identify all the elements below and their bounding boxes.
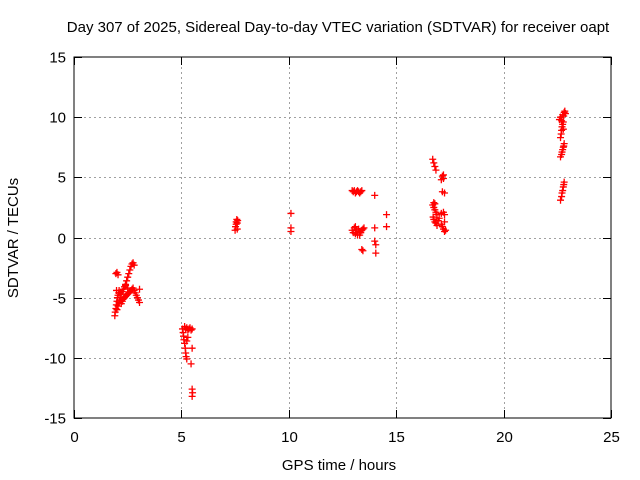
data-point-plus bbox=[187, 360, 195, 368]
data-point-plus bbox=[187, 326, 195, 334]
data-point-plus bbox=[188, 344, 196, 352]
y-tick-label: 15 bbox=[49, 50, 66, 67]
data-point-plus bbox=[559, 125, 567, 133]
data-point-plus bbox=[383, 223, 391, 231]
data-point-plus bbox=[383, 211, 391, 219]
data-point-plus bbox=[430, 199, 438, 207]
data-point-plus bbox=[371, 191, 379, 199]
y-axis-label: SDTVAR / TECUs bbox=[5, 178, 22, 298]
data-point-plus bbox=[136, 285, 144, 293]
data-point-plus bbox=[441, 189, 449, 197]
data-point-plus bbox=[371, 237, 379, 245]
data-point-plus bbox=[560, 140, 568, 148]
data-point-plus bbox=[188, 392, 196, 400]
data-point-plus bbox=[287, 209, 295, 217]
data-point-plus bbox=[233, 225, 241, 233]
data-point-plus bbox=[126, 266, 134, 274]
x-tick-label: 20 bbox=[496, 429, 513, 446]
data-point-plus bbox=[441, 227, 449, 235]
data-point-plus bbox=[183, 337, 191, 345]
data-point-plus bbox=[359, 247, 367, 255]
data-point-plus bbox=[124, 284, 132, 292]
data-point-plus bbox=[359, 225, 367, 233]
data-point-plus bbox=[358, 187, 366, 195]
x-axis-label: GPS time / hours bbox=[282, 457, 396, 474]
data-point-plus bbox=[113, 286, 121, 294]
data-point-plus bbox=[130, 261, 138, 269]
data-point-plus bbox=[431, 200, 439, 208]
chart-title: Day 307 of 2025, Sidereal Day-to-day VTE… bbox=[67, 19, 610, 36]
x-tick-label: 15 bbox=[388, 429, 405, 446]
data-point-plus bbox=[371, 224, 379, 232]
data-point-plus bbox=[430, 159, 438, 167]
data-point-plus bbox=[433, 221, 441, 229]
x-tick-label: 25 bbox=[603, 429, 620, 446]
data-point-plus bbox=[561, 110, 569, 118]
x-tick-label: 0 bbox=[70, 429, 78, 446]
data-point-plus bbox=[372, 249, 380, 257]
data-point-plus bbox=[114, 271, 122, 279]
data-point-plus bbox=[432, 166, 440, 174]
data-point-plus bbox=[360, 224, 368, 232]
data-point-plus bbox=[439, 171, 447, 179]
axis-ticks bbox=[74, 57, 612, 419]
data-point-plus bbox=[435, 214, 443, 222]
y-tick-label: -15 bbox=[44, 411, 66, 428]
data-point-plus bbox=[372, 241, 380, 249]
axis-tick-labels: 0 5 10 15 20 25 -15 -10 -5 0 5 10 15 bbox=[44, 50, 620, 447]
data-point-plus bbox=[351, 223, 359, 231]
data-point-plus bbox=[358, 246, 366, 254]
data-point-plus bbox=[188, 325, 196, 333]
data-point-plus bbox=[431, 218, 439, 226]
x-tick-label: 5 bbox=[177, 429, 185, 446]
y-tick-label: -5 bbox=[53, 291, 66, 308]
y-tick-label: 5 bbox=[58, 170, 66, 187]
data-point-plus bbox=[234, 217, 242, 225]
y-tick-label: -10 bbox=[44, 351, 66, 368]
data-point-plus bbox=[356, 231, 364, 239]
data-points bbox=[111, 107, 569, 400]
data-point-plus bbox=[183, 355, 191, 363]
y-tick-label: 0 bbox=[58, 231, 66, 248]
data-point-plus bbox=[184, 333, 192, 341]
data-point-plus bbox=[124, 273, 132, 281]
data-point-plus bbox=[433, 211, 441, 219]
data-point-plus bbox=[441, 211, 449, 219]
data-point-plus bbox=[441, 218, 449, 226]
x-tick-label: 10 bbox=[281, 429, 298, 446]
data-point-plus bbox=[125, 270, 133, 278]
data-point-plus bbox=[113, 306, 121, 314]
data-point-plus bbox=[442, 226, 450, 234]
data-point-plus bbox=[431, 163, 439, 171]
y-tick-label: 10 bbox=[49, 110, 66, 127]
data-point-plus bbox=[557, 196, 565, 204]
data-point-plus bbox=[287, 227, 295, 235]
data-point-plus bbox=[116, 289, 124, 297]
data-point-plus bbox=[136, 298, 144, 306]
data-point-plus bbox=[123, 277, 131, 285]
data-point-plus bbox=[558, 117, 566, 125]
data-point-plus bbox=[429, 155, 437, 163]
plot-frame bbox=[73, 56, 612, 419]
data-point-plus bbox=[357, 188, 365, 196]
data-point-plus bbox=[560, 178, 568, 186]
grid-lines bbox=[74, 57, 611, 418]
